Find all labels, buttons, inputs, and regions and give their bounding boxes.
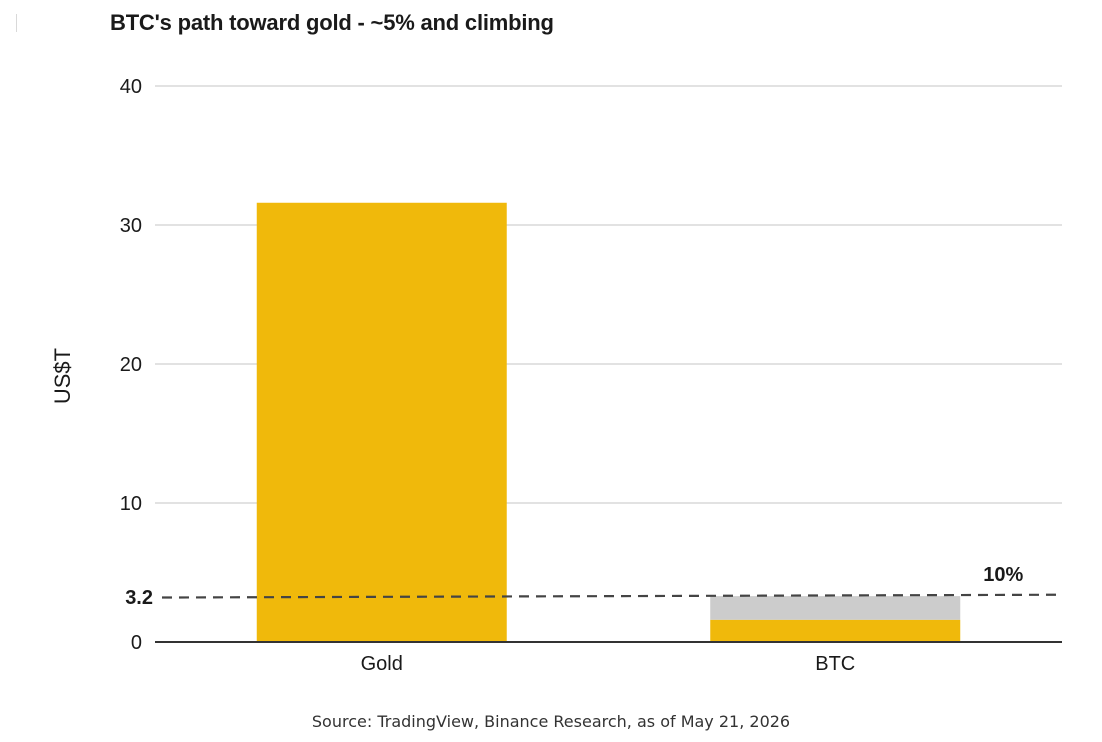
bar-btc-segment-1 <box>710 619 961 642</box>
bar-btc-segment-2 <box>710 596 961 620</box>
y-tick-label: 40 <box>120 76 142 98</box>
reference-line-label: 3.2 <box>125 587 153 609</box>
chart-title: BTC's path toward gold - ~5% and climbin… <box>110 10 554 35</box>
category-label-btc: BTC <box>815 653 855 675</box>
y-tick-label: 10 <box>120 493 142 515</box>
y-tick-label: 0 <box>131 632 142 654</box>
bar-gold-segment-1 <box>256 202 507 642</box>
y-tick-label: 30 <box>120 215 142 237</box>
category-labels: Gold BTC <box>361 653 856 675</box>
category-label-gold: Gold <box>361 653 403 675</box>
y-tick-labels: 0 10 20 30 40 <box>120 76 142 654</box>
bars <box>256 202 961 642</box>
frame-tick <box>16 14 17 32</box>
y-axis-title: US$T <box>50 348 75 404</box>
y-tick-label: 20 <box>120 354 142 376</box>
reference-line <box>161 593 1059 599</box>
btc-share-annotation: 10% <box>983 564 1023 586</box>
source-note: Source: TradingView, Binance Research, a… <box>311 712 791 731</box>
